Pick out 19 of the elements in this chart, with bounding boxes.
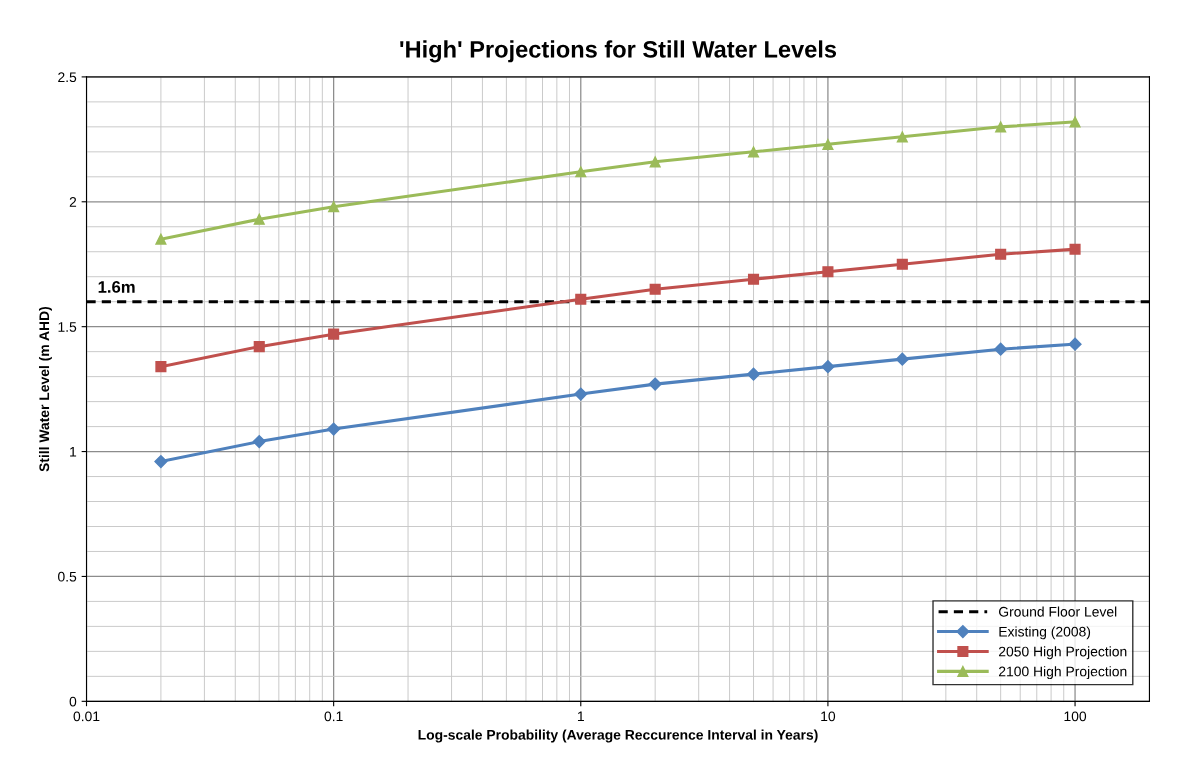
x-tick-label: 0.1 bbox=[324, 711, 343, 722]
y-tick-label: 1.5 bbox=[58, 322, 77, 332]
y-axis-title: Still Water Level (m AHD) bbox=[38, 306, 52, 472]
chart-title: 'High' Projections for Still Water Levels bbox=[400, 40, 837, 63]
x-axis-title: Log-scale Probability (Average Reccurence Interval in Years) bbox=[418, 729, 818, 743]
legend-label: Existing (2008) bbox=[999, 626, 1091, 640]
y-tick-label: 0.5 bbox=[58, 571, 77, 582]
y-tick-label: 2.5 bbox=[58, 72, 77, 83]
y-tick-label: 0 bbox=[69, 696, 77, 707]
x-tick-label: 0.01 bbox=[73, 711, 100, 722]
legend-label: 2050 High Projection bbox=[998, 646, 1127, 660]
x-tick-label: 1 bbox=[577, 711, 584, 722]
y-tick-label: 1 bbox=[70, 447, 77, 457]
annotation: 1.6m bbox=[98, 281, 135, 293]
legend-label: 2100 High Projection bbox=[998, 666, 1127, 680]
legend-label: Ground Floor Level bbox=[998, 606, 1117, 617]
x-tick-label: 100 bbox=[1064, 711, 1087, 722]
y-tick-label: 2 bbox=[69, 197, 77, 207]
x-tick-label: 10 bbox=[821, 711, 836, 722]
